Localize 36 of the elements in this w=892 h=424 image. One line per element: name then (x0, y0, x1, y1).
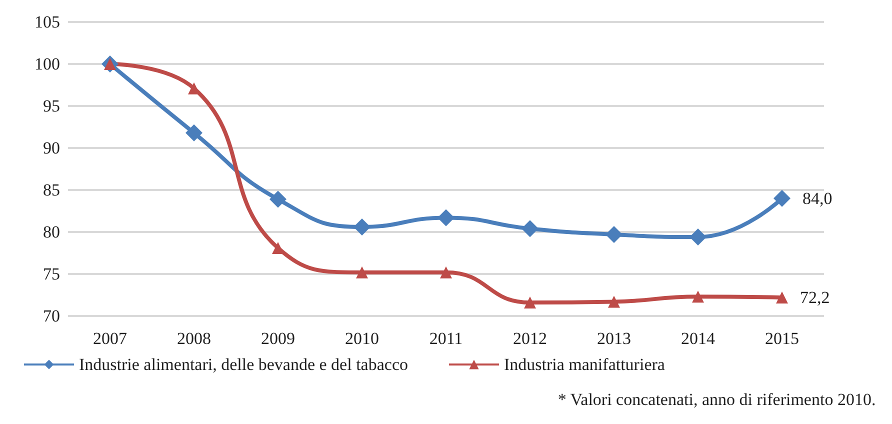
x-tick-label: 2013 (597, 329, 631, 348)
point (606, 226, 622, 244)
y-tick-label: 75 (43, 264, 60, 284)
y-tick-label: 85 (43, 180, 60, 200)
y-tick-label: 90 (43, 138, 60, 158)
y-tick-label: 95 (43, 96, 60, 116)
point (608, 296, 620, 308)
x-tick-label: 2010 (345, 329, 379, 348)
text: * Valori concatenati, anno di riferimento 2010. (558, 390, 876, 409)
point (690, 228, 706, 246)
y-tick-label: 70 (43, 306, 60, 326)
point (186, 124, 202, 142)
point (270, 190, 286, 208)
x-tick-label: 2012 (513, 329, 547, 348)
point (440, 266, 452, 278)
x-tick-label: 2008 (177, 329, 211, 348)
point (522, 220, 538, 238)
y-tick-label: 100 (34, 54, 60, 74)
point (692, 290, 704, 303)
point (356, 266, 368, 278)
data-label: 84,0 (802, 188, 832, 208)
x-tick-label: 2011 (429, 329, 463, 348)
point (776, 292, 788, 304)
x-tick-label: 2007 (93, 329, 128, 348)
data-label: 72,2 (800, 288, 830, 308)
point (438, 209, 454, 226)
x-tick-label: 2015 (765, 329, 799, 348)
legend-label: Industrie alimentari, delle bevande e del tabacco (79, 355, 408, 374)
point (524, 296, 536, 309)
point (354, 218, 370, 236)
y-tick-label: 80 (43, 222, 60, 242)
y-tick-label: 105 (34, 12, 60, 32)
legend-label: Industria manifatturiera (504, 355, 666, 374)
x-tick-label: 2014 (681, 329, 716, 348)
point (774, 190, 790, 207)
x-tick-label: 2009 (261, 329, 295, 348)
